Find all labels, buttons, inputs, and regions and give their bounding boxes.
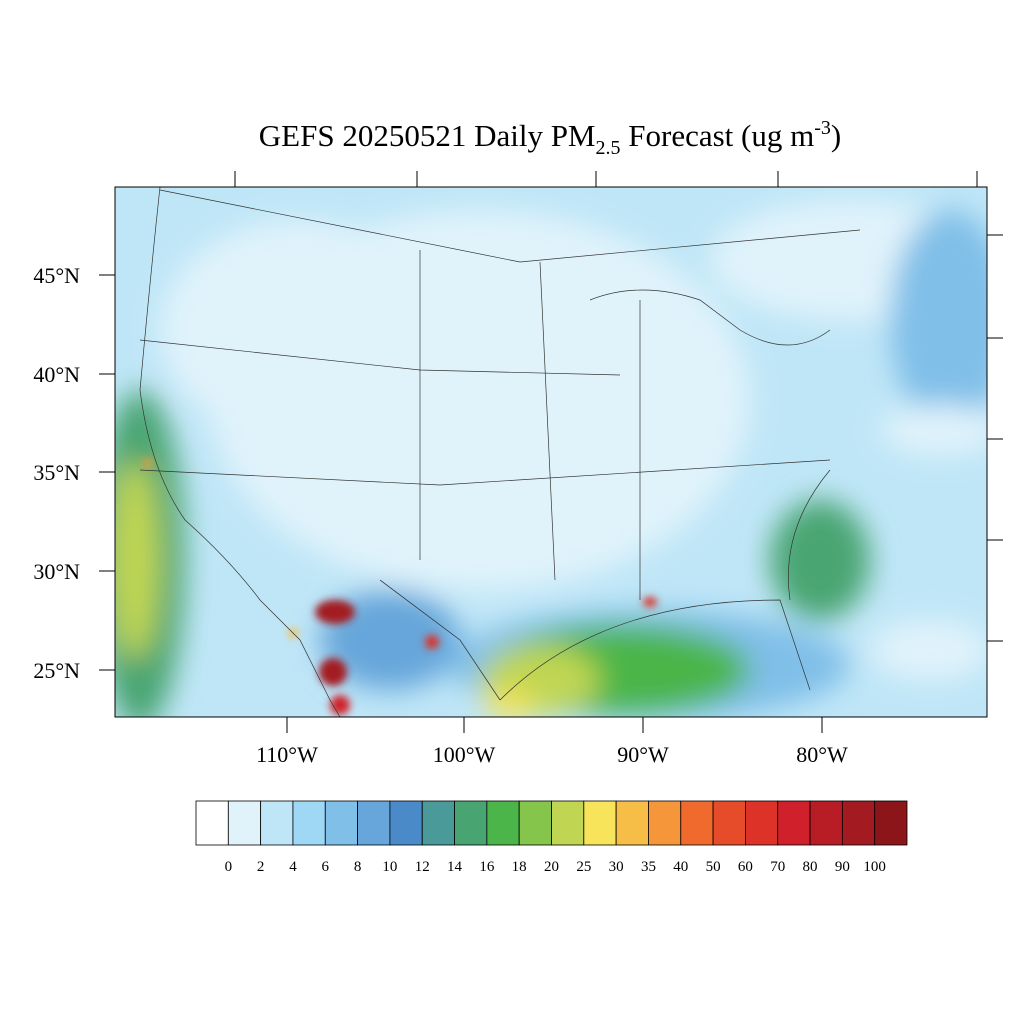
lon-label: 90°W bbox=[617, 742, 669, 767]
colorbar-label: 35 bbox=[641, 859, 656, 875]
colorbar-label: 80 bbox=[803, 859, 818, 875]
lat-label: 40°N bbox=[33, 362, 80, 387]
map-field bbox=[115, 187, 987, 717]
lat-label: 35°N bbox=[33, 460, 80, 485]
colorbar-label: 12 bbox=[415, 859, 430, 875]
colorbar-box bbox=[712, 800, 746, 846]
colorbar-label: 14 bbox=[447, 859, 463, 875]
colorbar-label: 20 bbox=[544, 859, 559, 875]
lat-label: 45°N bbox=[33, 263, 80, 288]
colorbar-label: 30 bbox=[609, 859, 624, 875]
title-main: GEFS 20250521 Daily PM bbox=[259, 118, 596, 153]
map-frame bbox=[114, 186, 988, 718]
colorbar-label: 8 bbox=[354, 859, 362, 875]
colorbar-label: 90 bbox=[835, 859, 850, 875]
colorbar-label: 2 bbox=[257, 859, 265, 875]
colorbar-box bbox=[486, 800, 520, 846]
colorbar-box bbox=[324, 800, 358, 846]
colorbar-box bbox=[195, 800, 229, 846]
colorbar-box bbox=[357, 800, 391, 846]
lon-label: 80°W bbox=[796, 742, 848, 767]
colorbar-label: 100 bbox=[863, 859, 886, 875]
colorbar-box bbox=[648, 800, 682, 846]
colorbar-label: 10 bbox=[382, 859, 397, 875]
colorbar-box bbox=[615, 800, 649, 846]
title-middle: Forecast (ug m bbox=[621, 118, 815, 153]
colorbar-box bbox=[260, 800, 294, 846]
colorbar-label: 4 bbox=[289, 859, 297, 875]
lat-label: 30°N bbox=[33, 559, 80, 584]
colorbar-label: 60 bbox=[738, 859, 753, 875]
title-superscript: -3 bbox=[814, 117, 831, 139]
colorbar-box bbox=[421, 800, 455, 846]
colorbar-box bbox=[292, 800, 326, 846]
lon-label: 110°W bbox=[256, 742, 318, 767]
title: GEFS 20250521 Daily PM2.5 Forecast (ug m… bbox=[259, 117, 841, 159]
colorbar-box bbox=[551, 800, 585, 846]
colorbar-box bbox=[389, 800, 423, 846]
colorbar-label: 16 bbox=[479, 859, 495, 875]
colorbar-box bbox=[841, 800, 876, 846]
colorbar-label: 40 bbox=[673, 859, 688, 875]
colorbar-box bbox=[680, 800, 714, 846]
colorbar-label: 18 bbox=[512, 859, 527, 875]
colorbar-label: 70 bbox=[770, 859, 785, 875]
colorbar-box bbox=[518, 800, 552, 846]
colorbar-box bbox=[809, 800, 843, 846]
colorbar-box bbox=[745, 800, 779, 846]
colorbar-label: 50 bbox=[706, 859, 721, 875]
colorbar-box bbox=[583, 800, 617, 846]
colorbar-box bbox=[227, 800, 262, 846]
colorbar-box bbox=[874, 800, 908, 846]
colorbar-box bbox=[454, 800, 488, 846]
colorbar-label: 0 bbox=[225, 859, 233, 875]
colorbar-box bbox=[777, 800, 811, 846]
lon-label: 100°W bbox=[433, 742, 496, 767]
colorbar-label: 25 bbox=[576, 859, 591, 875]
colorbar-label: 6 bbox=[322, 859, 330, 875]
title-end: ) bbox=[831, 118, 841, 153]
title-subscript: 2.5 bbox=[596, 137, 621, 159]
frame-ticks bbox=[234, 171, 1003, 642]
lat-label: 25°N bbox=[33, 658, 80, 683]
